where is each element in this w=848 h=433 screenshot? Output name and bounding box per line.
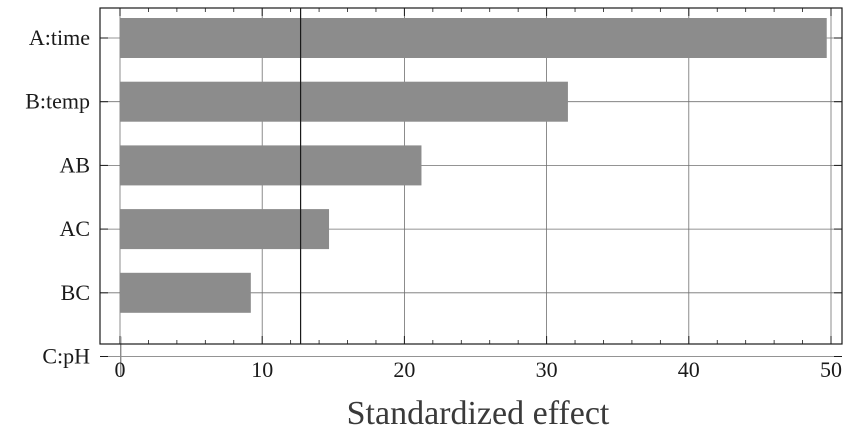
plot-border xyxy=(99,7,843,345)
x-tick-label: 10 xyxy=(251,357,273,382)
x-tick-label: 50 xyxy=(820,357,842,382)
bar xyxy=(120,336,122,377)
x-axis-title: Standardized effect xyxy=(347,395,610,432)
bar xyxy=(120,272,251,313)
x-tick-label: 30 xyxy=(536,357,558,382)
category-label: A:time xyxy=(29,25,90,50)
bars xyxy=(120,18,827,377)
plot-frame xyxy=(99,7,843,345)
bar xyxy=(120,209,330,250)
bar xyxy=(120,81,568,122)
category-label: AB xyxy=(59,152,90,177)
x-tick-label: 40 xyxy=(678,357,700,382)
category-label: B:temp xyxy=(25,89,90,114)
bar xyxy=(120,145,422,186)
category-label: AC xyxy=(59,216,90,241)
x-tick-label: 20 xyxy=(393,357,415,382)
category-labels: A:time B:temp AB AC BC C:pH xyxy=(25,25,90,369)
x-tick-label: 0 xyxy=(115,357,126,382)
category-label: C:pH xyxy=(42,344,90,369)
x-tick-labels: 0 10 20 30 40 50 xyxy=(115,357,843,382)
category-label: BC xyxy=(61,280,90,305)
bar xyxy=(120,18,827,58)
